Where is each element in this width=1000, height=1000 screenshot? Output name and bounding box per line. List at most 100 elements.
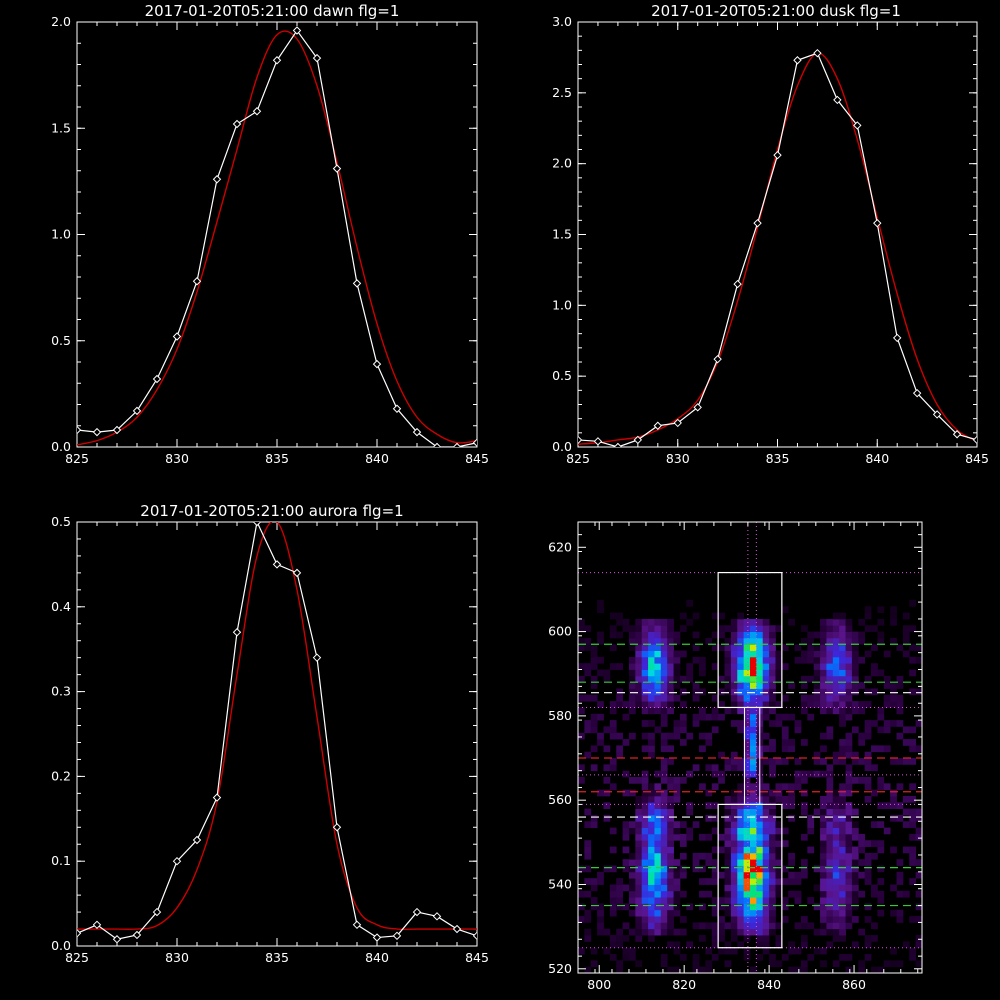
heatmap-cell [597,631,604,639]
heatmap-cell [820,840,827,847]
heatmap-cell [871,688,878,696]
heatmap-cell [724,814,732,822]
heatmap-cell [877,745,885,753]
heatmap-cell [845,631,853,639]
heatmap-cell [839,865,846,873]
heatmap-cell [724,802,732,810]
heatmap-cell [839,808,846,816]
heatmap-cell [597,599,604,607]
heatmap-cell [737,789,745,797]
heatmap-cell [699,713,706,721]
dawn-data-point [232,119,242,129]
heatmap-cell [578,947,585,955]
heatmap-cell [724,758,732,765]
heatmap-cell [667,745,674,753]
heatmap-cell [724,637,732,645]
heatmap-cell [730,928,738,936]
heatmap-cell [826,808,834,816]
heatmap-cell [839,833,846,841]
heatmap-cell [648,618,655,626]
heatmap-cell [641,783,649,791]
heatmap-cell [858,833,866,841]
heatmap-cell [909,852,917,860]
heatmap-cell [711,713,719,721]
heatmap-x-tick-label: 860 [842,977,866,992]
heatmap-cell [730,884,738,892]
heatmap-cell [730,916,738,923]
heatmap-cell [845,840,853,847]
dusk-fit-curve [578,52,977,445]
heatmap-cell [839,669,846,677]
heatmap-cell [578,694,585,702]
heatmap-cell [673,663,681,670]
heatmap-cell [750,821,757,828]
heatmap-cell [839,751,846,759]
heatmap-cell [909,833,917,841]
heatmap-cell [756,852,764,860]
heatmap-cell [584,852,592,860]
heatmap-cell [832,909,840,917]
heatmap-cell [871,720,878,727]
heatmap-cell [762,840,770,847]
heatmap-cell [832,694,840,702]
heatmap-cell [641,846,649,854]
heatmap-cell [851,852,859,860]
heatmap-cell [915,808,923,816]
heatmap-cell [667,701,674,708]
heatmap-cell [616,663,623,670]
heatmap-cell [654,821,662,828]
heatmap-cell [909,726,917,734]
heatmap-cell [781,954,789,961]
heatmap-cell [858,618,866,626]
heatmap-cell [743,770,751,778]
dawn-y-tick-label: 2.0 [51,14,71,29]
heatmap-cell [890,694,897,702]
heatmap-cell [743,777,751,784]
heatmap-cell [871,935,878,942]
heatmap-cell [616,890,623,898]
heatmap-cell [756,675,764,683]
heatmap-cell [692,764,700,772]
heatmap-cell [597,637,604,645]
heatmap-cell [864,751,872,759]
heatmap-cell [820,770,827,778]
heatmap-cell [724,675,732,683]
heatmap-cell [839,758,846,765]
heatmap-cell [877,890,885,898]
dusk-y-tick-label: 2.0 [552,156,572,171]
heatmap-cell [832,688,840,696]
heatmap-x-tick-label: 820 [672,977,696,992]
heatmap-cell [756,954,764,961]
heatmap-cell [896,960,904,968]
heatmap-cell [641,827,649,835]
heatmap-cell [756,637,764,645]
heatmap-cell [845,865,853,873]
heatmap-cell [890,688,897,696]
heatmap-cell [826,631,834,639]
heatmap-cell [654,878,662,885]
heatmap-cell [724,625,732,632]
heatmap-cell [743,909,751,917]
heatmap-cell [845,650,853,658]
heatmap-y-tick-label: 600 [548,624,572,639]
heatmap-cell [832,871,840,879]
heatmap-cell [871,966,878,974]
heatmap-cell [845,707,853,715]
heatmap-cell [756,701,764,708]
heatmap-cell [711,846,719,854]
heatmap-cell [590,644,598,651]
heatmap-cell [679,675,687,683]
heatmap-cell [705,789,713,797]
heatmap-cell [730,764,738,772]
heatmap-cell [660,833,668,841]
dusk-y-tick-label: 2.5 [552,85,572,100]
heatmap-cell [699,852,706,860]
heatmap-cell [699,890,706,898]
heatmap-cell [628,777,636,784]
heatmap-cell [622,859,630,866]
heatmap-cell [807,897,815,904]
heatmap-cell [737,941,745,949]
dawn-data-point [92,427,102,437]
heatmap-cell [699,865,706,873]
heatmap-cell [756,846,764,854]
